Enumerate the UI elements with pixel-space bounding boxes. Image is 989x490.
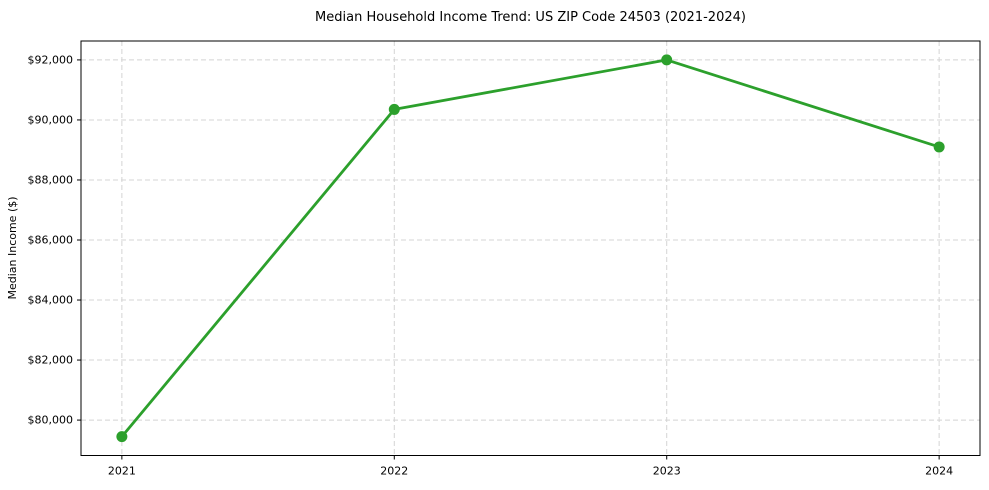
data-layer — [116, 54, 945, 443]
data-point-marker — [661, 54, 673, 66]
data-point-marker — [933, 141, 945, 153]
x-tick-label: 2024 — [925, 465, 953, 478]
plot-area-frame — [80, 40, 981, 456]
y-tick-label: $84,000 — [28, 294, 74, 307]
data-point-marker — [388, 103, 400, 115]
y-tick-label: $90,000 — [28, 113, 74, 126]
x-tick-label: 2022 — [380, 465, 408, 478]
x-tick-label: 2023 — [653, 465, 681, 478]
y-tick-label: $88,000 — [28, 173, 74, 186]
chart-title: Median Household Income Trend: US ZIP Co… — [315, 10, 746, 25]
data-point-marker — [116, 431, 128, 443]
x-tick-label: 2021 — [108, 465, 136, 478]
series-line — [120, 58, 940, 438]
axis-layer: $80,000 $82,000 $84,000 $86,000 $88,000 $90,0… — [28, 53, 954, 477]
y-tick-label: $80,000 — [28, 414, 74, 427]
y-axis-label: Median Income ($) — [6, 196, 19, 299]
y-tick-label: $82,000 — [28, 354, 74, 367]
y-tick-label: $86,000 — [28, 233, 74, 246]
y-tick-label: $92,000 — [28, 53, 74, 66]
grid-layer — [81, 41, 980, 456]
